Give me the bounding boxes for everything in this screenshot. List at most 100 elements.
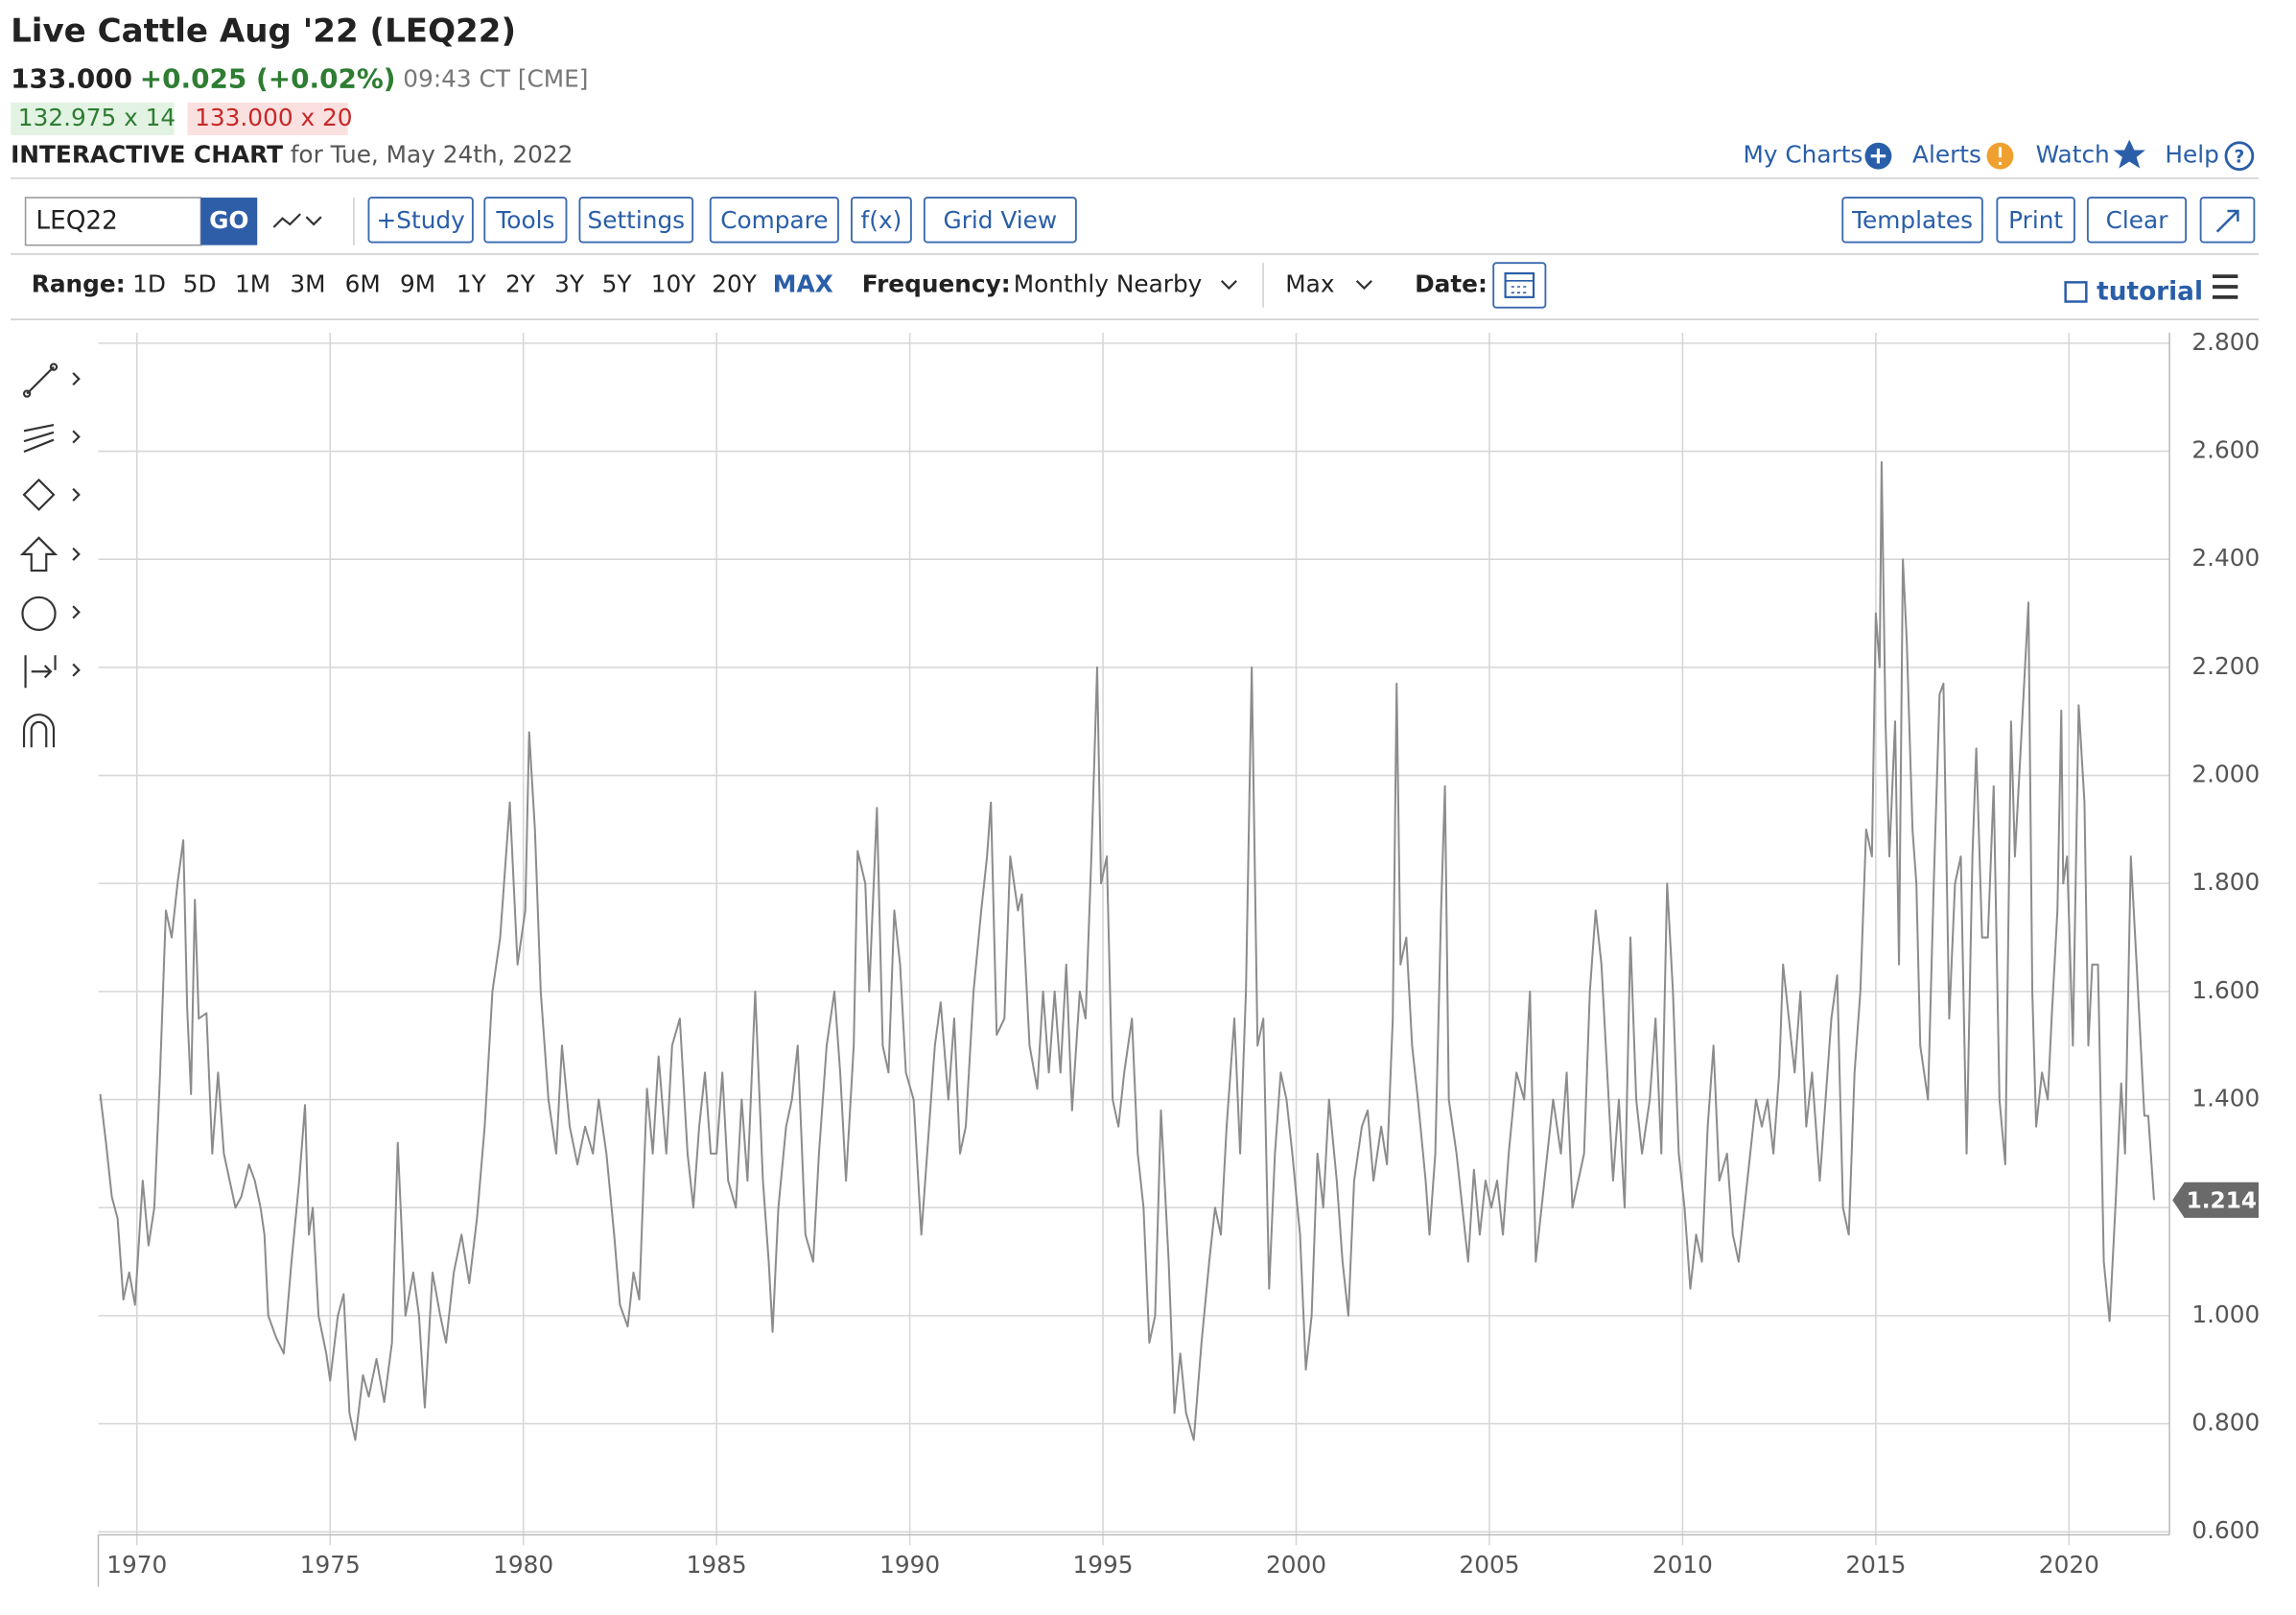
button[interactable] <box>367 197 474 244</box>
button[interactable] <box>923 197 1077 244</box>
drawing-tools <box>19 363 81 748</box>
button[interactable] <box>1841 197 1983 244</box>
chart-date: for Tue, May 24th, 2022 <box>291 141 574 169</box>
tool-fib[interactable] <box>23 424 55 453</box>
quote-line: 133.000 +0.025 (+0.02%) 09:43 CT [CME] <box>11 63 588 95</box>
frequency-label: Frequency: <box>862 269 1011 297</box>
y-tick-label: 0.800 <box>2191 1409 2260 1437</box>
plot-area <box>98 333 2170 1535</box>
header-link[interactable]: Help <box>2165 141 2218 169</box>
tool-shape[interactable] <box>22 478 56 511</box>
y-tick-label: 2.200 <box>2191 652 2260 680</box>
ask-box <box>187 102 348 135</box>
range-option[interactable]: 3Y <box>554 269 585 297</box>
chart: 0.6000.8001.0001.2001.4001.6001.8002.000… <box>97 328 2292 1587</box>
chart-label: INTERACTIVE CHART <box>11 141 283 169</box>
ask: 133.000 x 20 <box>195 104 352 131</box>
tool-line[interactable] <box>26 365 55 395</box>
y-tick-label: 2.000 <box>2191 761 2260 788</box>
x-tick-label: 2000 <box>1266 1551 1326 1579</box>
x-tick-label: 2020 <box>2039 1551 2099 1579</box>
button-label: Print <box>2008 206 2063 234</box>
button[interactable] <box>578 197 694 244</box>
x-tick-label: 1975 <box>300 1551 361 1579</box>
toolbar-buttons: +Study Tools Settings Compare f(x) Grid View T… <box>367 197 2188 244</box>
tool-arrow[interactable] <box>19 536 59 572</box>
button-label: +Study <box>377 206 465 234</box>
y-tick-label: 2.600 <box>2191 436 2260 464</box>
range-option[interactable]: 20Y <box>712 269 758 297</box>
time: 09:43 CT [CME] <box>403 65 588 93</box>
price: 133.000 <box>11 63 132 95</box>
range-label: Range: <box>32 269 126 297</box>
last-price-label: 1.214 <box>2187 1187 2257 1213</box>
header-link[interactable]: Watch <box>2036 141 2110 169</box>
title: Live Cattle Aug '22 (LEQ22) <box>11 12 516 51</box>
range-option[interactable]: 1Y <box>457 269 487 297</box>
x-tick-label: 2005 <box>1459 1551 1519 1579</box>
bid-box <box>11 102 175 135</box>
tool-dot <box>22 389 32 398</box>
button-label: Clear <box>2106 206 2169 234</box>
button-label: Grid View <box>944 206 1058 234</box>
chevron <box>1355 280 1372 291</box>
label-mask <box>2172 1538 2292 1560</box>
y-tick-label: 1.000 <box>2191 1300 2260 1328</box>
tool-text[interactable] <box>21 596 57 631</box>
tool-measure[interactable] <box>24 655 57 689</box>
date-button[interactable] <box>1492 262 1547 309</box>
header-link[interactable]: My Charts <box>1743 141 1863 169</box>
button[interactable] <box>709 197 839 244</box>
tool-dot <box>49 363 59 371</box>
range-option[interactable]: 5Y <box>602 269 633 297</box>
star-icon <box>2113 139 2145 169</box>
button-label: Compare <box>720 206 828 234</box>
header-link[interactable]: Alerts <box>1912 141 1981 169</box>
range-bar: Range: 1D 5D 1M 3M 6M 9M 1Y 2Y 3Y 5Y 10Y 20Y MAX <box>32 269 833 297</box>
tutorial[interactable]: tutorial <box>2097 278 2203 307</box>
go-button[interactable] <box>200 198 258 246</box>
header-links: My Charts Alerts Watch Help <box>1743 141 2218 169</box>
menu-icon[interactable] <box>2213 274 2238 299</box>
range-option[interactable]: 9M <box>400 269 435 297</box>
symbol: LEQ22 <box>35 206 118 235</box>
film-icon <box>2064 281 2088 303</box>
date-label: Date: <box>1415 269 1488 297</box>
calendar-glyph <box>1504 271 1535 298</box>
help-glyph: ? <box>2235 148 2245 168</box>
button[interactable] <box>851 197 912 244</box>
symbol-input[interactable] <box>24 197 202 246</box>
range-option[interactable]: 6M <box>345 269 381 297</box>
range-option[interactable]: 1M <box>235 269 270 297</box>
range-option[interactable]: 10Y <box>651 269 697 297</box>
button[interactable] <box>2086 197 2188 244</box>
range-option[interactable]: 3M <box>290 269 325 297</box>
y-tick-label: 1.600 <box>2191 976 2260 1004</box>
plus-glyph <box>1870 148 1886 164</box>
aggregation[interactable]: Max <box>1285 269 1334 297</box>
button[interactable] <box>483 197 568 244</box>
chevron <box>1220 280 1237 291</box>
x-tick-label: 2015 <box>1845 1551 1906 1579</box>
y-tick-label: 2.400 <box>2191 544 2260 572</box>
y-tick-label: 1.400 <box>2191 1085 2260 1112</box>
go-label: GO <box>209 206 248 234</box>
chart-heading: INTERACTIVE CHART for Tue, May 24th, 2022 <box>11 141 573 169</box>
help-icon <box>2224 141 2255 172</box>
y-tick-label: 1.800 <box>2191 868 2260 896</box>
frequency[interactable]: Monthly Nearby <box>1014 269 1203 297</box>
range-option[interactable]: 1D <box>132 269 166 297</box>
button-label: Settings <box>588 206 686 234</box>
button[interactable] <box>1996 197 2075 244</box>
x-tick-label: 2010 <box>1652 1551 1713 1579</box>
button-label: Templates <box>1851 206 1973 234</box>
range-option[interactable]: MAX <box>773 269 833 297</box>
range-option[interactable]: 5D <box>183 269 217 297</box>
range-option[interactable]: 2Y <box>505 269 536 297</box>
chart-type-icon[interactable] <box>272 213 322 228</box>
last-price-badge <box>2172 1182 2260 1218</box>
tool-magnet[interactable] <box>22 714 56 748</box>
price-line <box>99 460 2155 1441</box>
